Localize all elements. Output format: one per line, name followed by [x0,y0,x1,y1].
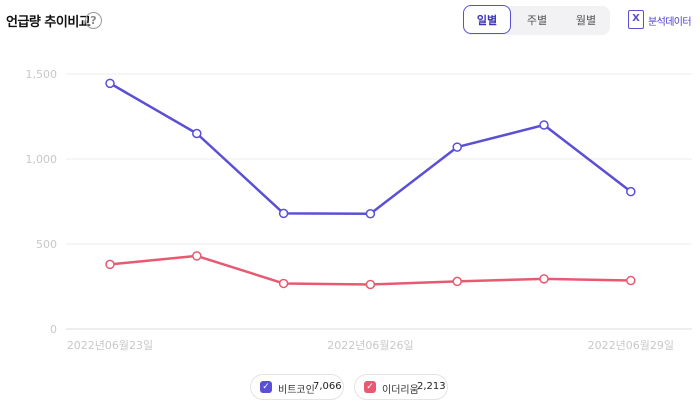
header: 언급량 추이비교 ? 일별 주별 월별 X 분석데이터 [0,0,700,44]
x-tick-label: 2022년06월29일 [588,338,674,352]
data-point [105,259,115,270]
tab-daily[interactable]: 일별 [463,5,511,34]
data-point [365,279,376,290]
export-data-label: 분석데이터 [648,17,692,28]
tab-monthly[interactable]: 월별 [575,14,597,27]
legend: ✓ 비트코인 7,066 ✓ 이더리움 2,213 [0,374,700,402]
y-tick-label: 1,000 [26,153,58,166]
tab-weekly[interactable]: 주별 [526,14,548,27]
data-point [626,275,636,286]
y-tick-label: 1,500 [26,68,58,81]
data-point [539,274,549,284]
line-chart: 0 500 1,000 1,500 2022년06월23일 2022년06월26일 2022… [26,68,692,352]
data-point [192,128,202,139]
x-tick-label: 2022년06월23일 [67,338,153,352]
legend-item-ethereum[interactable]: ✓ 이더리움 2,213 [354,374,448,400]
data-point [452,276,462,287]
data-point [626,186,636,197]
legend-label: 비트코인 [278,385,315,396]
period-tab-group: 일별 주별 월별 [463,5,610,35]
y-tick-label: 500 [36,238,57,251]
excel-icon: X [628,10,644,29]
data-point [539,120,549,130]
data-point [278,278,289,289]
legend-item-bitcoin[interactable]: ✓ 비트코인 7,066 [250,374,344,400]
data-point [278,208,289,219]
y-tick-label: 0 [50,323,57,336]
data-point [365,208,376,219]
data-point [192,251,202,261]
checkbox-icon: ✓ [364,381,376,393]
data-point [105,78,115,89]
legend-value: 2,213 [417,381,446,392]
checkbox-icon: ✓ [260,381,272,393]
chart-title: 언급량 추이비교 [6,15,91,30]
legend-value: 7,066 [313,381,342,392]
series-line [109,82,632,215]
help-icon[interactable]: ? [85,12,102,29]
data-point [452,142,462,152]
x-tick-label: 2022년06월26일 [327,338,413,352]
legend-label: 이더리움 [382,385,419,396]
